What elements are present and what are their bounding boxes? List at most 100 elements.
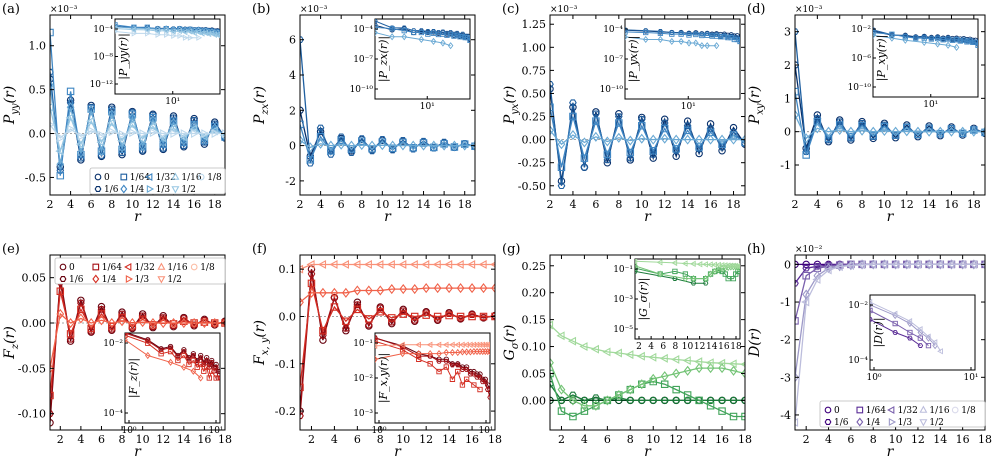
legend-label: 1/6 <box>834 418 849 428</box>
inset-data-point <box>891 310 898 317</box>
data-point <box>50 28 54 37</box>
inset-series-line-1/2 <box>873 34 957 48</box>
x-tick-label: 16 <box>715 433 729 446</box>
inset-data-point <box>690 275 697 283</box>
y-tick-label: -2 <box>780 334 791 347</box>
y-tick-label: 1.0 <box>29 40 47 53</box>
data-point <box>880 125 889 137</box>
legend-marker <box>190 263 198 271</box>
data-point <box>398 260 407 269</box>
data-point <box>660 397 669 404</box>
data-point <box>410 312 419 321</box>
y-label-base: P <box>747 114 763 125</box>
y-tick-label: 0.0 <box>279 310 297 323</box>
data-point <box>869 131 877 140</box>
inset-y-tick-label: 10⁻⁴ <box>603 25 623 35</box>
inset-data-point <box>389 26 395 32</box>
panel-label: (d) <box>747 2 765 17</box>
inset-data-point <box>906 318 913 325</box>
data-point <box>108 103 116 111</box>
inset-y-label: |P_xy(r)| <box>875 35 889 82</box>
inset-frame <box>872 18 979 98</box>
inset-y-tick-label: 10⁻⁴ <box>93 25 113 35</box>
axis-exponent: ×10⁻³ <box>795 5 823 15</box>
inset-x-tick-label: 10 <box>682 342 694 352</box>
data-point <box>66 87 75 96</box>
data-point <box>341 287 350 298</box>
inset-data-point <box>198 361 204 368</box>
inset-data-point <box>707 270 714 278</box>
inset-data-point <box>145 340 151 346</box>
legend-label: 1/2 <box>167 275 181 285</box>
y-tick-label: 0.00 <box>22 317 47 330</box>
series-line-1/2 <box>50 124 225 139</box>
inset-data-point <box>934 40 941 48</box>
inset-data-point <box>181 28 188 36</box>
data-point <box>300 120 304 129</box>
inset-y-tick-label: 10⁻² <box>103 339 123 349</box>
inset-x-tick-label: 10¹ <box>478 426 493 436</box>
data-point <box>353 285 362 296</box>
inset-data-point <box>209 357 215 364</box>
inset-data-point <box>415 349 422 358</box>
legend-label: 1/64 <box>102 263 122 273</box>
inset-data-point <box>727 262 734 269</box>
x-tick-label: 12 <box>669 433 683 446</box>
data-point <box>368 140 376 151</box>
inset-data-point <box>961 37 967 43</box>
data-point <box>479 312 488 321</box>
inset-data-point <box>162 27 169 34</box>
legend-marker <box>888 417 897 427</box>
inset-data-point <box>436 358 442 364</box>
data-point <box>422 283 431 294</box>
inset-data-point <box>972 39 978 46</box>
inset-x-tick-label: 10¹ <box>208 426 223 436</box>
legend-label: 1/32 <box>156 173 176 183</box>
y-label-sub: xy <box>755 103 766 115</box>
plot-frame <box>49 14 226 196</box>
data-point <box>649 134 658 145</box>
y-tick-label: 0.1 <box>279 263 297 276</box>
data-point <box>342 324 350 332</box>
inset-data-point <box>733 271 739 277</box>
data-point <box>65 113 74 123</box>
inset-data-point <box>721 34 728 40</box>
y-label-arg: (r) <box>502 86 518 104</box>
data-point <box>683 122 692 130</box>
data-point <box>659 353 668 363</box>
legend-marker <box>157 262 166 270</box>
series-line-1/2 <box>50 312 225 369</box>
y-tick-label: -1 <box>780 159 791 172</box>
x-axis-label: r <box>644 209 652 225</box>
y-label-base: F <box>252 354 268 366</box>
inset-data-point <box>115 29 119 34</box>
inset-data-point <box>924 333 931 340</box>
data-point <box>211 129 220 138</box>
data-point <box>626 156 635 164</box>
data-point <box>813 123 822 134</box>
x-tick-label: 4 <box>814 198 821 211</box>
data-point <box>50 68 54 76</box>
x-tick-label: 16 <box>704 198 718 211</box>
data-point <box>117 136 126 146</box>
data-point <box>795 279 799 287</box>
inset-data-point <box>728 34 734 41</box>
x-tick-label: 14 <box>442 433 456 446</box>
data-point <box>638 113 646 122</box>
inset-data-point <box>186 356 192 362</box>
data-point <box>981 260 985 269</box>
inset-data-point <box>463 348 470 356</box>
inset-data-point <box>426 341 433 348</box>
data-point <box>342 317 350 325</box>
data-point <box>137 134 146 144</box>
inset-data-point <box>204 364 210 370</box>
data-point <box>550 320 554 330</box>
x-tick-label: 2 <box>47 198 54 211</box>
inset-data-point <box>625 29 628 35</box>
data-point <box>365 315 373 323</box>
plot-frame <box>794 254 986 431</box>
inset-data-point <box>467 371 474 377</box>
data-point <box>579 342 588 351</box>
inset-data-point <box>693 31 699 38</box>
panel-label: (c) <box>502 2 519 17</box>
